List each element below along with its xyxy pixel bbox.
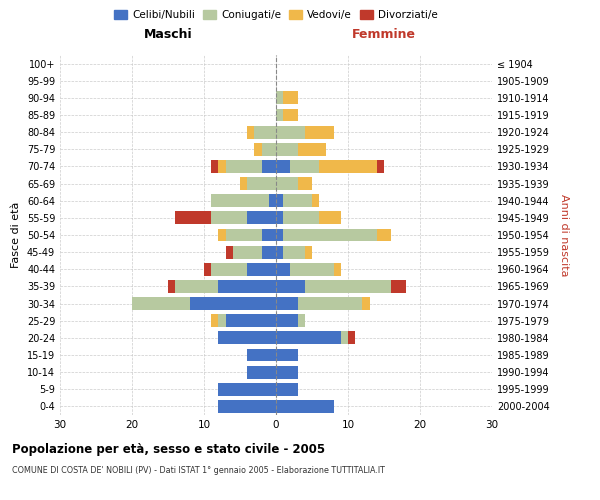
Bar xyxy=(319,212,341,224)
Bar xyxy=(298,314,305,327)
Bar xyxy=(226,314,276,327)
Bar xyxy=(305,126,334,138)
Bar xyxy=(190,297,276,310)
Bar xyxy=(211,194,269,207)
Legend: Celibi/Nubili, Coniugati/e, Vedovi/e, Divorziati/e: Celibi/Nubili, Coniugati/e, Vedovi/e, Di… xyxy=(112,8,440,22)
Text: COMUNE DI COSTA DE' NOBILI (PV) - Dati ISTAT 1° gennaio 2005 - Elaborazione TUTT: COMUNE DI COSTA DE' NOBILI (PV) - Dati I… xyxy=(12,466,385,475)
Bar xyxy=(204,263,211,276)
Bar xyxy=(211,212,247,224)
Bar xyxy=(391,280,406,293)
Bar xyxy=(262,160,276,173)
Bar xyxy=(247,177,276,190)
Bar xyxy=(283,228,377,241)
Bar xyxy=(298,177,312,190)
Bar xyxy=(240,177,247,190)
Bar xyxy=(276,246,283,258)
Bar xyxy=(276,194,283,207)
Text: Popolazione per età, sesso e stato civile - 2005: Popolazione per età, sesso e stato civil… xyxy=(12,442,325,456)
Bar xyxy=(218,383,276,396)
Bar xyxy=(175,212,211,224)
Text: Femmine: Femmine xyxy=(352,28,416,42)
Bar xyxy=(319,160,377,173)
Bar xyxy=(276,400,334,413)
Bar xyxy=(175,280,218,293)
Bar xyxy=(283,194,312,207)
Bar xyxy=(247,263,276,276)
Bar xyxy=(283,212,319,224)
Bar xyxy=(305,280,391,293)
Bar xyxy=(211,314,218,327)
Bar xyxy=(247,348,276,362)
Bar xyxy=(254,143,262,156)
Bar xyxy=(269,194,276,207)
Bar xyxy=(377,160,384,173)
Y-axis label: Anni di nascita: Anni di nascita xyxy=(559,194,569,276)
Bar xyxy=(276,228,283,241)
Bar xyxy=(218,400,276,413)
Bar xyxy=(377,228,391,241)
Bar xyxy=(276,212,283,224)
Bar xyxy=(334,263,341,276)
Bar xyxy=(247,212,276,224)
Bar xyxy=(226,160,262,173)
Bar xyxy=(218,160,226,173)
Bar xyxy=(348,332,355,344)
Bar xyxy=(283,92,298,104)
Bar xyxy=(254,126,276,138)
Bar xyxy=(283,108,298,122)
Bar xyxy=(276,297,298,310)
Bar xyxy=(341,332,348,344)
Bar xyxy=(211,160,218,173)
Bar xyxy=(298,297,362,310)
Y-axis label: Fasce di età: Fasce di età xyxy=(11,202,21,268)
Bar xyxy=(276,143,298,156)
Bar xyxy=(218,228,226,241)
Bar xyxy=(290,160,319,173)
Bar xyxy=(305,246,312,258)
Bar xyxy=(276,108,283,122)
Bar xyxy=(168,280,175,293)
Bar xyxy=(218,314,226,327)
Bar xyxy=(226,246,233,258)
Bar xyxy=(262,246,276,258)
Text: Maschi: Maschi xyxy=(143,28,193,42)
Bar xyxy=(226,228,262,241)
Bar xyxy=(276,263,290,276)
Bar xyxy=(132,297,190,310)
Bar xyxy=(218,332,276,344)
Bar xyxy=(262,143,276,156)
Bar xyxy=(276,348,298,362)
Bar xyxy=(362,297,370,310)
Bar xyxy=(283,246,305,258)
Bar xyxy=(290,263,334,276)
Bar xyxy=(211,263,247,276)
Bar xyxy=(218,280,276,293)
Bar xyxy=(247,126,254,138)
Bar xyxy=(276,332,341,344)
Bar xyxy=(276,177,298,190)
Bar xyxy=(276,366,298,378)
Bar xyxy=(276,92,283,104)
Bar xyxy=(312,194,319,207)
Bar xyxy=(233,246,262,258)
Bar xyxy=(276,160,290,173)
Bar xyxy=(276,314,298,327)
Bar xyxy=(262,228,276,241)
Bar xyxy=(276,280,305,293)
Bar xyxy=(298,143,326,156)
Bar xyxy=(276,383,298,396)
Bar xyxy=(276,126,305,138)
Bar xyxy=(247,366,276,378)
